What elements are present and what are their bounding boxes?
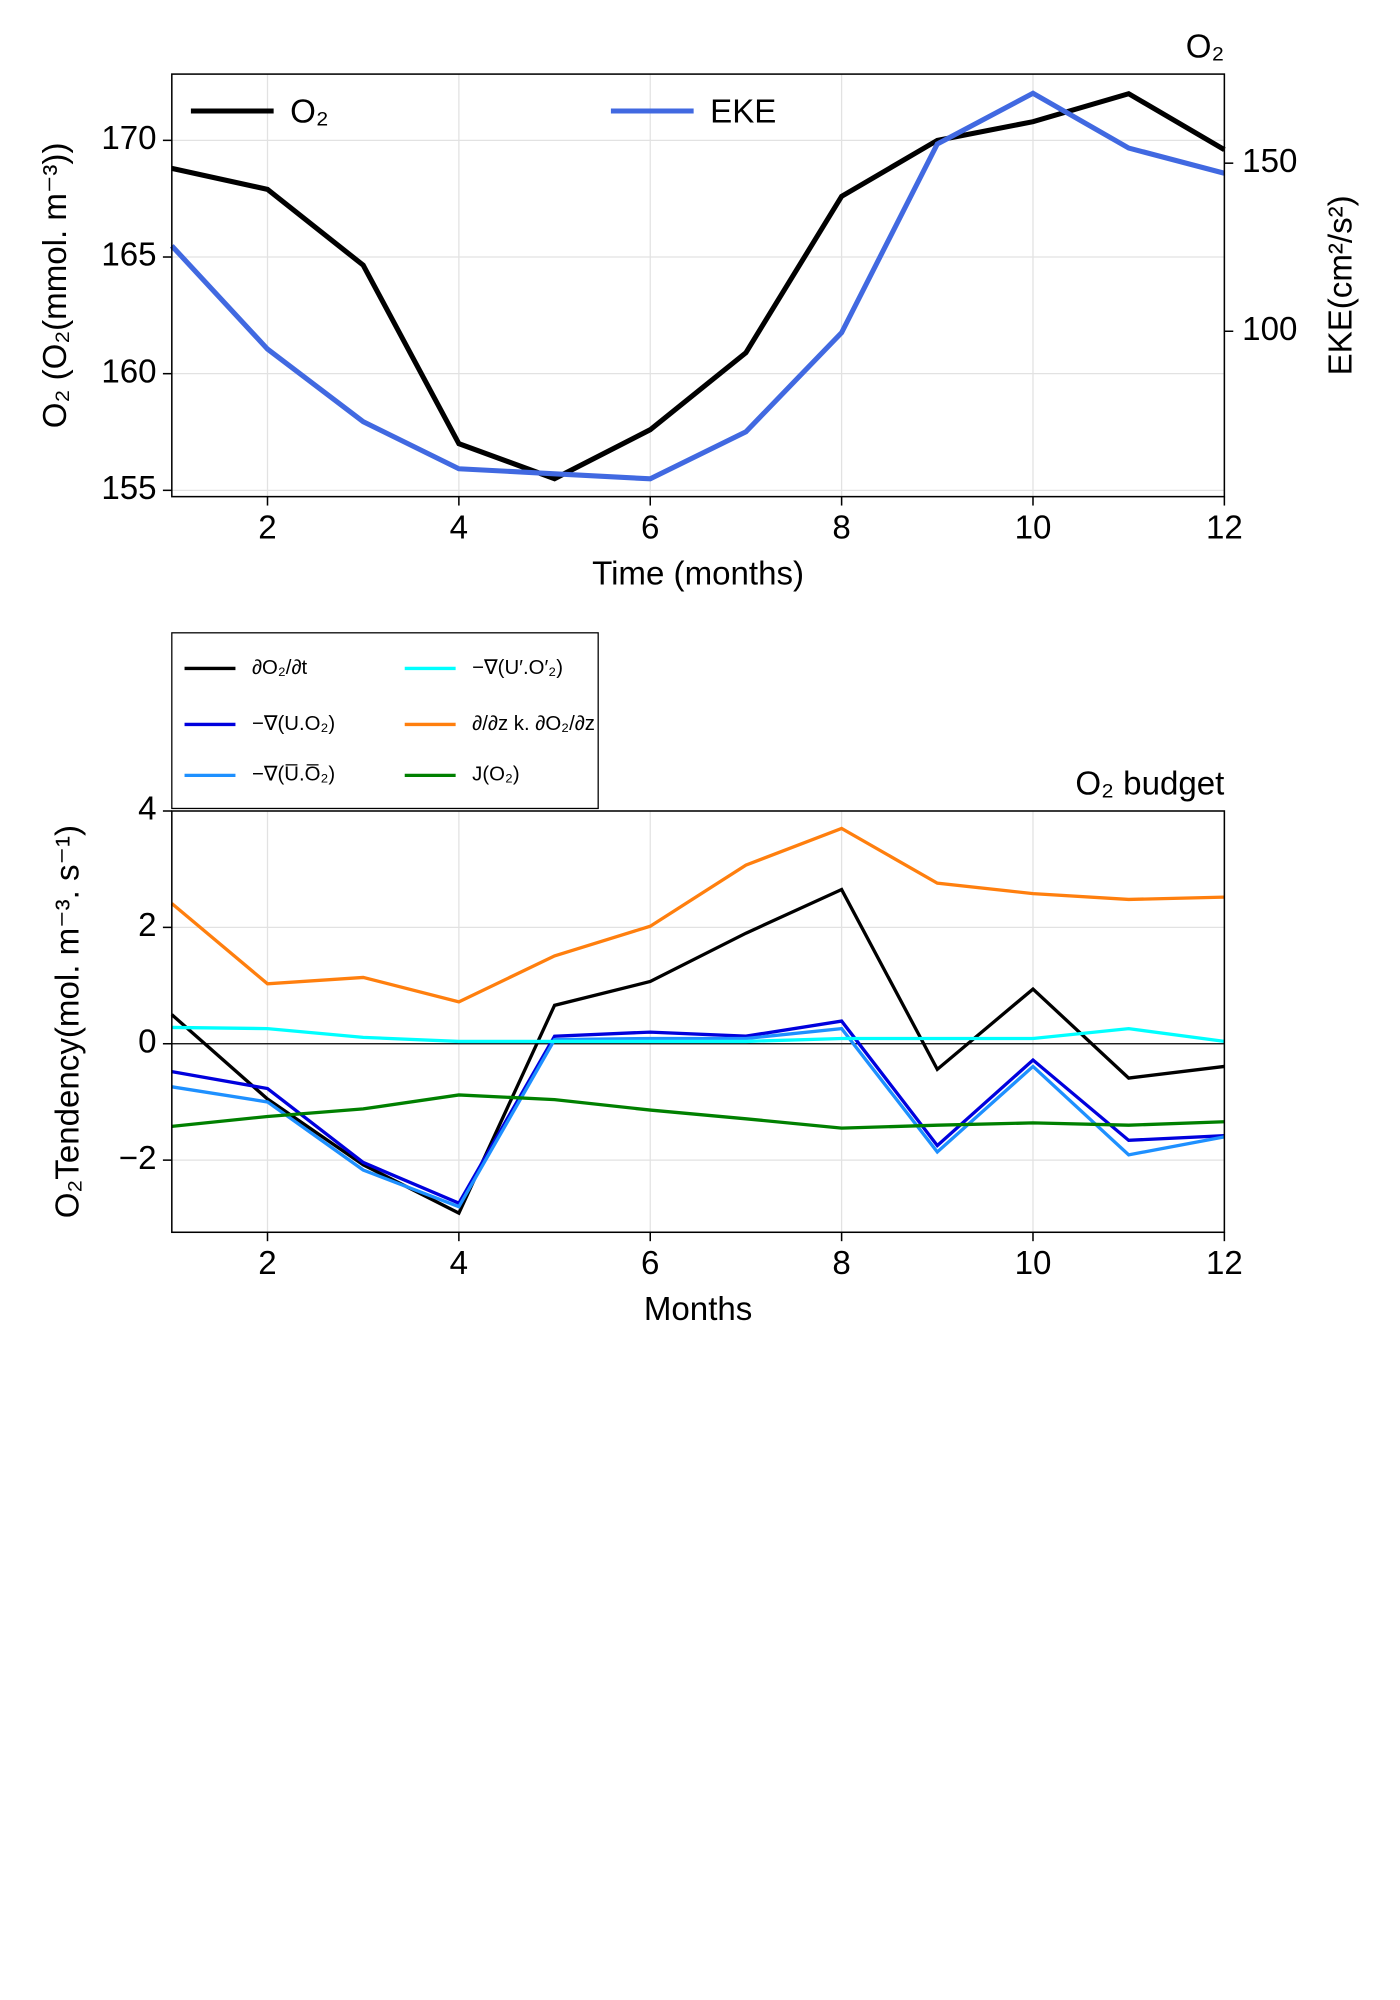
x-tick-label: 8 xyxy=(832,509,850,546)
x-tick-label: 8 xyxy=(832,1245,850,1282)
y-tick-label: 2 xyxy=(138,907,156,944)
legend-label: EKE xyxy=(710,93,776,130)
series-line xyxy=(169,90,1226,482)
x-tick-label: 10 xyxy=(1015,1245,1052,1282)
series-line xyxy=(171,1025,1225,1044)
y2-axis-label: EKE(cm²/s²) xyxy=(1322,195,1359,375)
y-tick-label: 4 xyxy=(138,791,156,828)
legend-box xyxy=(171,632,599,810)
chart-title: O₂ xyxy=(1186,28,1225,65)
x-tick-label: 6 xyxy=(641,509,659,546)
series-line xyxy=(171,1026,1225,1209)
x-tick-label: 4 xyxy=(450,509,468,546)
y-tick-label: −2 xyxy=(119,1140,157,1177)
y-tick-label: 155 xyxy=(101,470,156,507)
legend-label: O₂ xyxy=(290,93,329,130)
y-axis-label: O₂ (O₂(mmol. m⁻³)) xyxy=(37,143,74,429)
legend-label: ∂/∂z k. ∂O₂/∂z xyxy=(472,713,595,735)
plot-frame xyxy=(171,73,1226,498)
x-axis-label: Months xyxy=(644,1291,752,1328)
legend-label: J(O₂) xyxy=(472,764,519,786)
x-axis-label: Time (months) xyxy=(592,555,804,592)
x-tick-label: 12 xyxy=(1206,509,1243,546)
x-tick-label: 12 xyxy=(1206,1245,1243,1282)
legend-label: −∇(U.O₂) xyxy=(252,713,335,735)
y-tick-label: 160 xyxy=(101,353,156,390)
legend-label: −∇(U̅.O̅₂) xyxy=(252,763,335,786)
legend-label: −∇(U′.O′₂) xyxy=(472,657,563,679)
x-tick-label: 10 xyxy=(1015,509,1052,546)
legend-label: ∂O₂/∂t xyxy=(252,657,308,679)
series-line xyxy=(171,1093,1225,1130)
y-tick-label: 170 xyxy=(101,120,156,157)
plot-frame xyxy=(171,810,1226,1234)
x-tick-label: 2 xyxy=(258,1245,276,1282)
y2-tick-label: 100 xyxy=(1242,311,1297,348)
chart-title: O₂ budget xyxy=(1075,765,1224,802)
y2-tick-label: 150 xyxy=(1242,143,1297,180)
y-tick-label: 0 xyxy=(138,1023,156,1060)
series-line xyxy=(170,826,1225,1004)
x-tick-label: 6 xyxy=(641,1245,659,1282)
y-tick-label: 165 xyxy=(101,237,156,274)
series-line xyxy=(171,1019,1225,1206)
series-line xyxy=(171,90,1226,482)
x-tick-label: 4 xyxy=(450,1245,468,1282)
x-tick-label: 2 xyxy=(258,509,276,546)
series-line xyxy=(170,887,1225,1216)
y-axis-label: O₂Tendency(mol. m⁻³. s⁻¹) xyxy=(50,825,87,1218)
